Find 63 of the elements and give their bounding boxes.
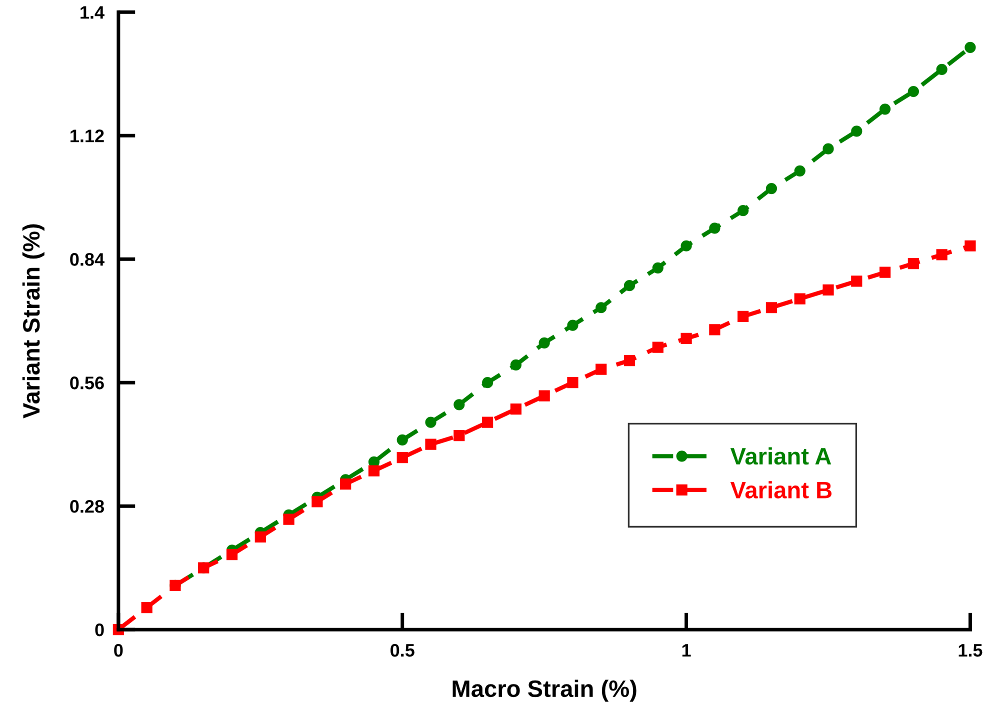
legend-label: Variant B	[730, 481, 832, 498]
legend-label: Variant A	[730, 447, 832, 465]
point	[482, 377, 494, 388]
point	[908, 258, 919, 270]
point	[709, 222, 720, 234]
x-tick-label: 1.5	[958, 644, 982, 657]
point	[396, 452, 408, 464]
point	[936, 249, 948, 260]
point	[680, 240, 692, 252]
point	[254, 531, 266, 543]
point	[396, 434, 408, 446]
point	[312, 496, 323, 508]
y-axis-title: Variant Strain (%)	[22, 224, 44, 418]
point	[652, 342, 664, 353]
point	[964, 240, 976, 252]
point	[851, 126, 862, 137]
point	[766, 302, 778, 314]
point	[141, 602, 152, 614]
point	[908, 86, 919, 98]
point	[567, 377, 578, 388]
point	[624, 354, 636, 366]
point	[454, 430, 465, 442]
point	[596, 302, 607, 314]
point	[368, 465, 380, 476]
point	[879, 104, 891, 115]
point	[425, 438, 436, 450]
x-tick-label: 0.5	[390, 644, 414, 657]
point	[851, 276, 862, 287]
point	[936, 64, 948, 76]
point	[879, 266, 891, 278]
y-tick-label: 1.4	[80, 6, 104, 19]
point	[538, 390, 550, 402]
y-tick-label: 0.84	[70, 253, 104, 266]
point	[964, 42, 976, 53]
point	[766, 182, 778, 194]
y-tick-label: 0.28	[70, 500, 104, 513]
point	[510, 404, 522, 415]
point	[596, 364, 607, 375]
point	[624, 280, 636, 292]
point	[454, 399, 465, 410]
y-tick-label: 1.12	[70, 130, 104, 142]
x-tick-label: 1	[682, 644, 691, 657]
point	[340, 478, 352, 490]
y-tick-label: 0	[95, 624, 104, 636]
point	[822, 143, 834, 154]
point	[794, 165, 806, 176]
point	[283, 514, 294, 525]
point	[822, 284, 834, 296]
point	[680, 332, 692, 344]
point	[482, 416, 494, 428]
point	[738, 205, 749, 216]
y-tick-label: 0.56	[70, 376, 104, 390]
x-tick-label: 0	[114, 644, 123, 657]
point	[226, 549, 238, 560]
point	[738, 310, 749, 322]
point	[425, 416, 436, 428]
point	[794, 293, 806, 304]
point	[538, 337, 550, 348]
point	[567, 320, 578, 331]
point	[709, 324, 720, 336]
point	[652, 262, 664, 274]
x-axis-title: Macro Strain (%)	[452, 680, 636, 702]
point	[510, 359, 522, 371]
